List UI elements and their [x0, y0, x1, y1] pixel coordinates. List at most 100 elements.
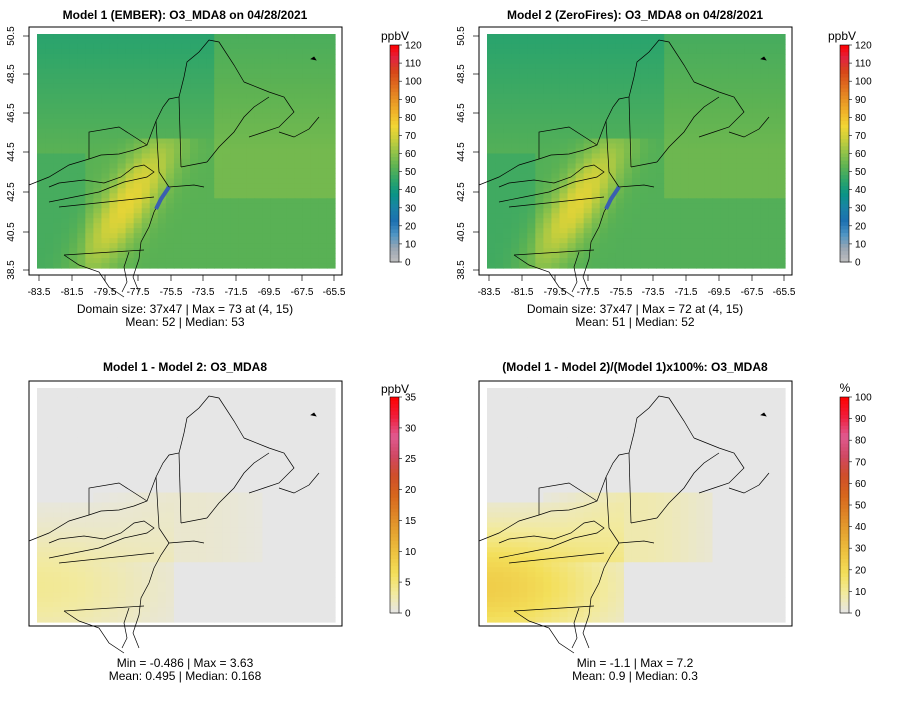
field-cell: [157, 158, 167, 165]
field-cell: [117, 238, 127, 244]
field-cell: [222, 412, 231, 419]
field-cell: [157, 482, 167, 489]
field-cell: [615, 218, 625, 224]
field-cell: [591, 258, 601, 264]
field-cell: [181, 427, 191, 434]
field-cell: [141, 128, 151, 135]
field-cell: [157, 98, 167, 105]
field-cell: [270, 427, 280, 434]
panel1-colorbar-ticks: 0 10 20 30 40 50 60 70 80 90 100 110 120: [405, 41, 422, 269]
field-cell: [206, 68, 215, 75]
field-cell: [302, 38, 312, 45]
field-cell: [181, 233, 191, 239]
field-cell: [37, 527, 46, 533]
field-cell: [712, 238, 722, 244]
panel1-xtick: -67.5: [291, 287, 314, 298]
field-cell: [53, 462, 62, 469]
field-cell: [77, 407, 86, 414]
field-cell: [511, 123, 520, 130]
field-cell: [631, 228, 641, 234]
field-cell: [262, 243, 272, 249]
field-cell: [61, 452, 70, 459]
field-cell: [744, 213, 754, 219]
field-cell: [712, 183, 722, 189]
field-cell: [149, 527, 159, 533]
field-cell: [575, 53, 585, 60]
field-cell: [543, 73, 553, 80]
field-cell: [551, 88, 561, 95]
field-cell: [776, 133, 786, 140]
field-cell: [133, 467, 143, 474]
field-cell: [310, 407, 320, 414]
field-cell: [181, 462, 191, 469]
field-cell: [37, 492, 46, 499]
field-cell: [198, 412, 207, 419]
field-cell: [246, 193, 256, 199]
field-cell: [61, 263, 70, 269]
field-cell: [69, 208, 78, 214]
field-cell: [181, 407, 191, 414]
field-cell: [543, 133, 553, 140]
field-cell: [567, 48, 577, 55]
field-cell: [672, 173, 681, 179]
panel2-y-axis: 38.5 40.5 42.5 44.5 46.5 48.5 50.5: [456, 26, 467, 280]
field-cell: [45, 392, 54, 399]
field-cell: [744, 68, 754, 75]
field-cell: [760, 103, 770, 110]
panel-model1: Model 1 (EMBER): O3_MDA8 on 04/28/2021 -…: [6, 8, 422, 329]
field-cell: [37, 412, 46, 419]
field-cell: [631, 83, 641, 90]
field-cell: [165, 542, 175, 548]
field-cell: [149, 108, 159, 115]
field-cell: [53, 432, 62, 439]
field-cell: [519, 223, 528, 229]
field-cell: [286, 198, 296, 204]
field-cell: [567, 223, 577, 229]
field-cell: [736, 63, 746, 70]
field-cell: [230, 422, 239, 429]
field-cell: [222, 447, 231, 454]
field-cell: [744, 168, 754, 175]
field-cell: [246, 537, 256, 543]
field-cell: [720, 163, 730, 170]
field-cell: [85, 103, 94, 110]
field-cell: [672, 108, 681, 115]
field-cell: [760, 213, 770, 219]
field-cell: [37, 407, 46, 414]
field-cell: [149, 238, 159, 244]
field-cell: [181, 532, 191, 538]
field-cell: [615, 233, 625, 239]
field-cell: [85, 63, 94, 70]
field-cell: [93, 407, 103, 414]
field-cell: [318, 213, 328, 219]
field-cell: [503, 113, 512, 120]
field-cell: [728, 183, 738, 189]
field-cell: [246, 527, 256, 533]
field-cell: [623, 63, 633, 70]
field-cell: [262, 462, 272, 469]
field-cell: [302, 542, 312, 548]
field-cell: [246, 442, 256, 449]
field-cell: [117, 48, 127, 55]
field-cell: [141, 467, 151, 474]
field-cell: [696, 223, 706, 229]
field-cell: [117, 188, 127, 194]
field-cell: [53, 138, 62, 145]
field-cell: [222, 93, 231, 100]
field-cell: [519, 103, 528, 110]
field-cell: [53, 63, 62, 70]
field-cell: [109, 392, 119, 399]
field-cell: [599, 48, 609, 55]
field-cell: [254, 203, 264, 209]
field-cell: [181, 502, 191, 509]
field-cell: [302, 532, 312, 538]
field-cell: [206, 203, 215, 209]
field-cell: [495, 108, 504, 115]
field-cell: [318, 98, 328, 105]
field-cell: [117, 108, 127, 115]
field-cell: [198, 482, 207, 489]
colorbar-segment: [840, 222, 849, 227]
field-cell: [648, 88, 657, 95]
field-cell: [720, 138, 730, 145]
field-cell: [214, 128, 223, 135]
